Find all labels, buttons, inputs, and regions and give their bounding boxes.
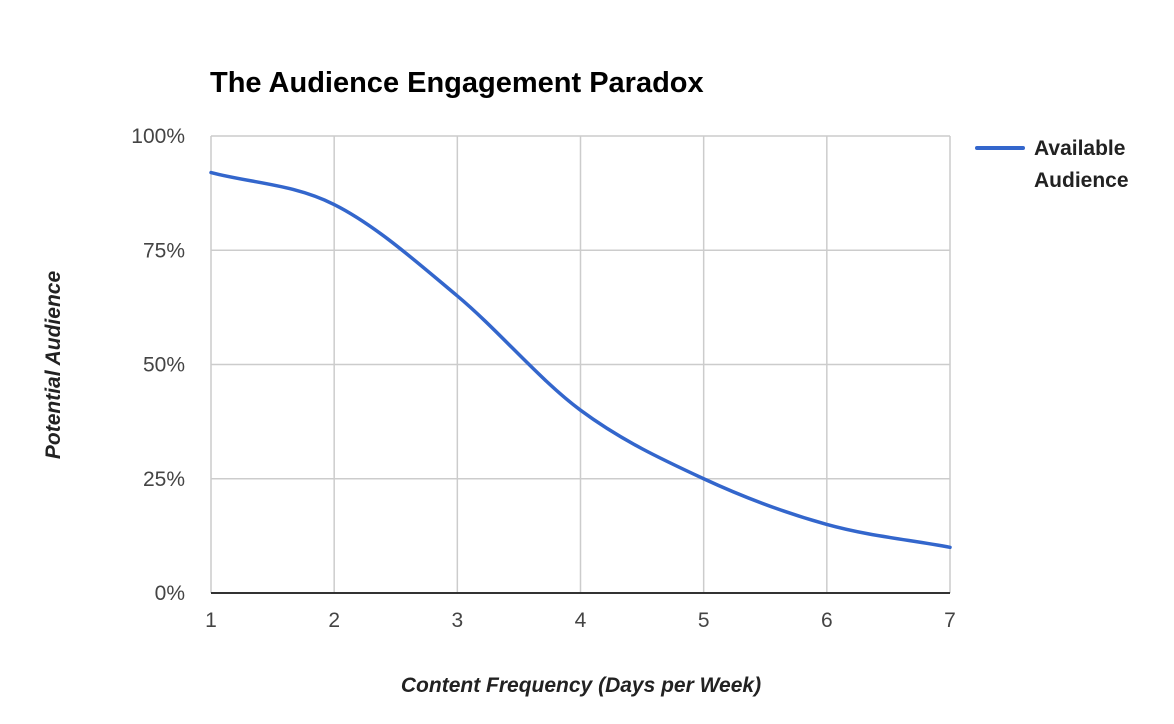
x-axis-title: Content Frequency (Days per Week) <box>401 674 761 697</box>
data-point[interactable] <box>944 541 956 553</box>
legend-label-line-2: Audience <box>1034 169 1129 192</box>
y-axis-title: Potential Audience <box>42 271 65 460</box>
legend[interactable]: Available Audience <box>975 137 1129 192</box>
x-tick-label: 6 <box>821 609 833 632</box>
y-axis-ticks: 0% 25% 50% 75% 100% <box>131 125 185 605</box>
data-point[interactable] <box>575 404 587 416</box>
y-tick-label: 50% <box>143 354 185 377</box>
data-point[interactable] <box>205 167 217 179</box>
y-tick-label: 100% <box>131 125 185 148</box>
y-tick-label: 25% <box>143 468 185 491</box>
x-axis-ticks: 1 2 3 4 5 6 7 <box>205 609 956 632</box>
x-tick-label: 4 <box>575 609 587 632</box>
y-tick-label: 75% <box>143 239 185 262</box>
data-point[interactable] <box>698 473 710 485</box>
data-point[interactable] <box>821 518 833 530</box>
x-tick-label: 1 <box>205 609 217 632</box>
chart-title: The Audience Engagement Paradox <box>210 67 704 99</box>
x-tick-label: 3 <box>451 609 463 632</box>
y-tick-label: 0% <box>155 582 185 605</box>
x-tick-label: 7 <box>944 609 956 632</box>
data-point[interactable] <box>451 290 463 302</box>
legend-label-line-1: Available <box>1034 137 1125 160</box>
x-tick-label: 2 <box>328 609 340 632</box>
x-tick-label: 5 <box>698 609 710 632</box>
series-line-available-audience[interactable] <box>209 170 952 550</box>
series-layer <box>205 167 956 553</box>
data-point[interactable] <box>328 199 340 211</box>
plot-grid <box>210 135 951 593</box>
